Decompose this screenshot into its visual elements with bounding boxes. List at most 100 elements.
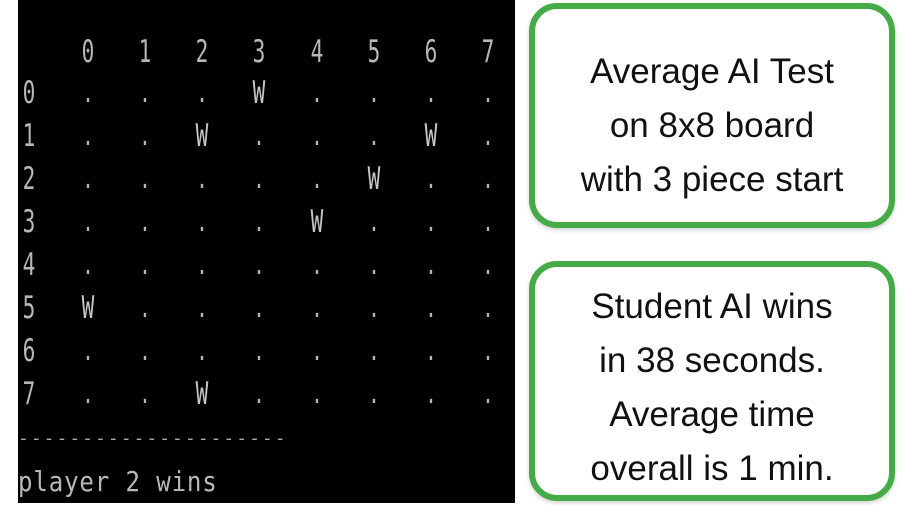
board-cell: . [196,162,208,195]
column-label-0: 0 [81,34,95,70]
game-status-line: player 2 wins [18,465,218,498]
board-cell: . [482,291,494,324]
board-cell: . [196,76,208,109]
board-piece: W [81,290,95,326]
board-cell: . [196,248,208,281]
column-label-4: 4 [310,34,324,70]
board-cell: . [196,291,208,324]
board-cell: . [82,334,94,367]
board-row: 3 . . . . W . . . [18,202,515,242]
result-info-line: Average time [609,395,815,434]
board-cell: . [82,76,94,109]
board-cell: . [82,119,94,152]
column-label-6: 6 [424,34,438,70]
board-piece: W [367,161,381,197]
row-label: 2 [22,161,36,197]
board-cell: . [253,205,265,238]
column-label-3: 3 [252,34,266,70]
board-cell: . [253,334,265,367]
board-cell: . [311,119,323,152]
board-cell: . [253,291,265,324]
board-cell: . [139,377,151,410]
board-piece: W [252,75,266,111]
board-cell: . [311,334,323,367]
board-cell: . [139,205,151,238]
board-cell: . [311,291,323,324]
board-row: 5 W . . . . . . . [18,288,515,328]
board-cell: . [139,76,151,109]
row-label: 4 [22,247,36,283]
board-cell: . [253,162,265,195]
test-info-line: on 8x8 board [609,106,815,145]
board-cell: . [425,76,437,109]
result-info-line: overall is 1 min. [590,449,834,488]
row-label: 6 [22,333,36,369]
board-cell: . [311,162,323,195]
bottom-separator: --------------------- [18,428,288,449]
board-cell: . [139,291,151,324]
board-piece: W [195,118,209,154]
top-separator: --------------------- [18,0,448,8]
test-info-line: Average AI Test [590,52,834,91]
board-row: 2 . . . . . W . . [18,159,515,199]
column-label-5: 5 [367,34,381,70]
row-label: 5 [22,290,36,326]
board-cell: . [368,291,380,324]
board-cell: . [311,248,323,281]
board-cell: . [482,248,494,281]
row-label: 7 [22,376,36,412]
board-cell: . [311,377,323,410]
board-cell: . [482,76,494,109]
board-cell: . [139,119,151,152]
board-row: 4 . . . . . . . . [18,245,515,285]
board-cell: . [368,205,380,238]
board-cell: . [253,377,265,410]
board-cell: . [139,334,151,367]
board-cell: . [482,162,494,195]
board-cell: . [82,205,94,238]
board-cell: . [368,76,380,109]
board-piece: W [195,376,209,412]
result-info-card: Student AI wins in 38 seconds. Average t… [529,261,895,501]
board-row: 6 . . . . . . . . [18,331,515,371]
board-cell: . [425,248,437,281]
board-cell: . [482,119,494,152]
board-cell: . [196,334,208,367]
row-label: 1 [22,118,36,154]
test-info-card: Average AI Test on 8x8 board with 3 piec… [529,3,895,228]
board-cell: . [425,205,437,238]
board-cell: . [253,119,265,152]
test-info-line: with 3 piece start [580,160,844,199]
result-info-line: in 38 seconds. [599,341,825,380]
board-cell: . [368,248,380,281]
board-cell: . [425,334,437,367]
board-cell: . [425,377,437,410]
board-row: 0 . . . W . . . . [18,73,515,113]
board-cell: . [196,205,208,238]
board-cell: . [139,162,151,195]
column-label-1: 1 [138,34,152,70]
result-info-line: Student AI wins [591,287,833,326]
board-row: 1 . . W . . . W . [18,116,515,156]
board-cell: . [425,162,437,195]
board-piece: W [310,204,324,240]
board-cell: . [253,248,265,281]
board-cell: . [482,334,494,367]
terminal-window: --------------------- 0 1 2 3 4 5 6 7 0 … [18,0,515,503]
board-row: 7 . . W . . . . . [18,374,515,414]
board-cell: . [482,377,494,410]
board-cell: . [82,162,94,195]
row-label: 3 [22,204,36,240]
column-label-2: 2 [195,34,209,70]
board-cell: . [368,334,380,367]
board-cell: . [368,119,380,152]
board-piece: W [424,118,438,154]
board-cell: . [425,291,437,324]
board-cell: . [482,205,494,238]
board-cell: . [82,377,94,410]
column-label-7: 7 [481,34,495,70]
board-cell: . [82,248,94,281]
board-cell: . [311,76,323,109]
row-label: 0 [22,75,36,111]
board-cell: . [139,248,151,281]
